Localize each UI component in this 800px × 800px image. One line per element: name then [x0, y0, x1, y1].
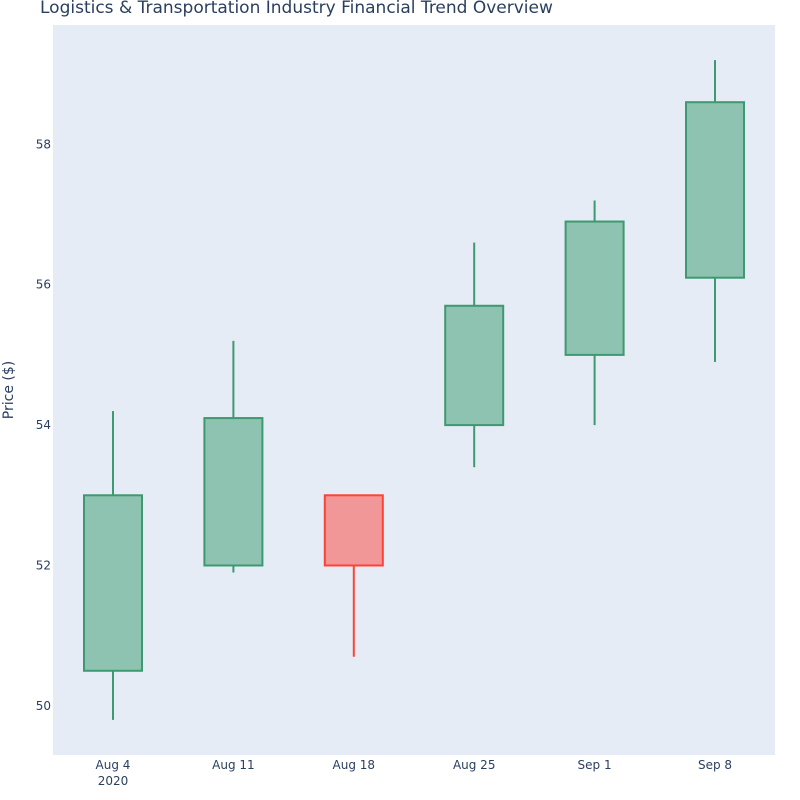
x-tick-label: Aug 25 [453, 758, 496, 772]
candle-body [83, 494, 143, 672]
candle-body [203, 417, 264, 567]
candle-body [444, 304, 505, 427]
candle-body [564, 220, 625, 356]
candle [444, 242, 505, 468]
y-axis-title: Price ($) [1, 361, 17, 419]
y-tick-label: 54 [36, 418, 51, 432]
x-axis: Aug 4 Aug 11 Aug 18 Aug 25 Sep 1 Sep 8 [96, 758, 732, 772]
x-tick-label: Aug 18 [333, 758, 376, 772]
chart-title: Logistics & Transportation Industry Fina… [40, 0, 553, 18]
candle [564, 200, 625, 426]
y-tick-label: 50 [36, 699, 51, 713]
candle-body [323, 494, 384, 567]
y-tick-label: 58 [36, 137, 51, 151]
candle [685, 60, 745, 362]
x-tick-label: Aug 4 [96, 758, 131, 772]
x-tick-label: Aug 11 [212, 758, 255, 772]
x-tick-label: Sep 8 [698, 758, 732, 772]
candle [323, 494, 384, 657]
candle [203, 340, 264, 573]
x-tick-label: Sep 1 [578, 758, 612, 772]
candles-group [83, 60, 745, 720]
y-tick-label: 56 [36, 278, 51, 292]
candle-body [685, 101, 745, 279]
candle [83, 411, 143, 720]
x-year-label: 2020 [98, 774, 129, 788]
y-tick-label: 52 [36, 558, 51, 572]
plot-area [53, 25, 775, 755]
y-axis: 50 52 54 56 58 [36, 137, 51, 713]
